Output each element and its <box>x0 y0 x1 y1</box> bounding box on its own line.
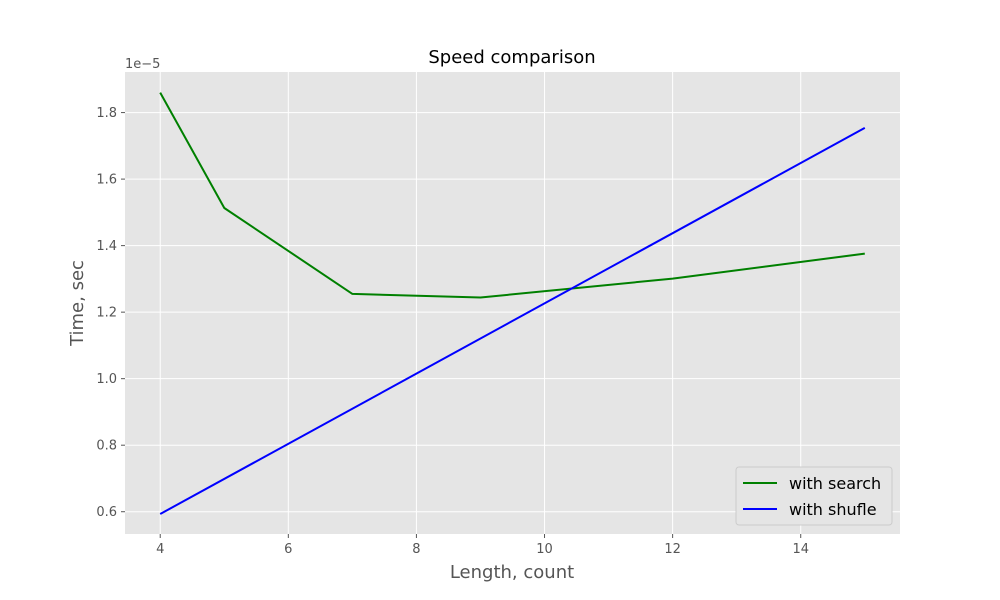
legend-label-with-search: with search <box>789 474 881 493</box>
x-tick-label: 10 <box>536 542 553 557</box>
series-line-with-shufle <box>159 127 866 515</box>
x-axis-label: Length, count <box>450 562 574 583</box>
legend-label-with-shufle: with shufle <box>789 500 877 519</box>
y-tick-labels: 0.6 0.8 1.0 1.2 1.4 1.6 1.8 <box>96 106 125 520</box>
y-axis-label: Time, sec <box>67 260 88 347</box>
grid <box>125 72 900 534</box>
y-tick-label: 1.2 <box>96 306 117 321</box>
x-tick-label: 4 <box>156 542 164 557</box>
x-tick-label: 14 <box>792 542 809 557</box>
y-tick-label: 0.6 <box>96 505 117 520</box>
legend-box <box>735 466 893 526</box>
y-tick-label: 1.0 <box>96 372 117 387</box>
y-tick-label: 1.6 <box>96 173 117 188</box>
series-layer <box>159 92 866 515</box>
y-offset-label: 1e−5 <box>125 57 160 72</box>
y-tick-label: 0.8 <box>96 439 117 454</box>
x-tick-label: 8 <box>412 542 420 557</box>
chart-title: Speed comparison <box>428 47 595 68</box>
plot-area <box>125 72 900 534</box>
y-tick-label: 1.8 <box>96 106 117 121</box>
x-tick-labels: 4 6 8 10 12 14 <box>156 534 809 557</box>
legend: with search with shufle <box>735 466 893 526</box>
y-tick-label: 1.4 <box>96 239 117 254</box>
x-tick-label: 6 <box>284 542 292 557</box>
series-line-with-search <box>159 92 865 299</box>
x-tick-label: 12 <box>664 542 681 557</box>
